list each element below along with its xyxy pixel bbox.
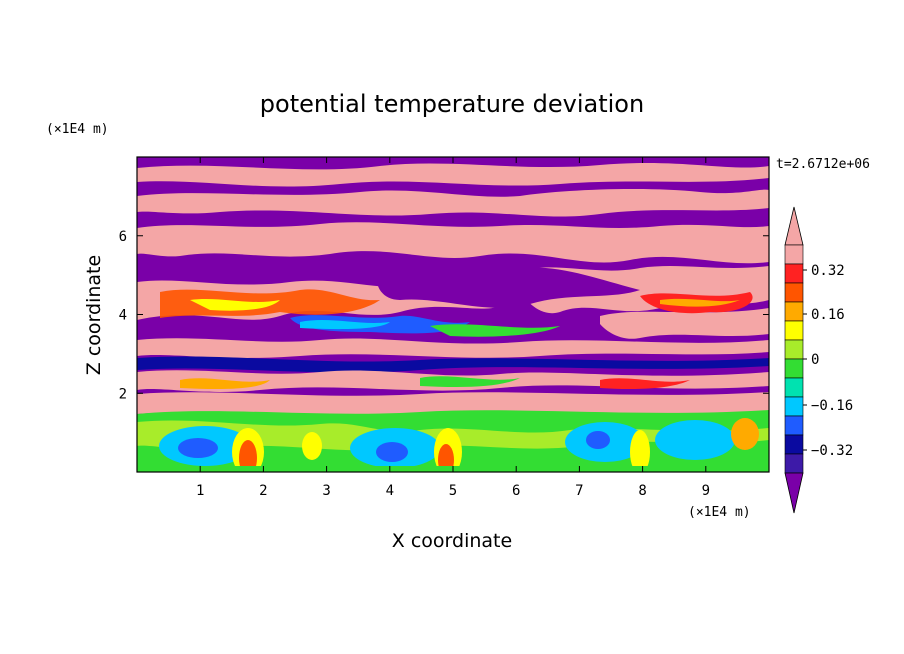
colorbar-tick-label: 0.32 [811,263,845,279]
colorbar-tick-label: −0.32 [811,443,853,459]
colorbar-swatch [784,263,804,284]
field-lower-layer [137,392,769,472]
x-tick-label: 5 [449,483,457,499]
colorbar-swatch [784,244,804,265]
colorbar-swatch [784,453,804,474]
colorbar-tick-label: −0.16 [811,398,853,414]
field-region [239,440,257,472]
x-tick-label: 8 [638,483,646,499]
plot-area [137,157,769,472]
field-region [302,432,322,460]
field-region [137,356,769,373]
field-turbulent-band [137,289,769,392]
x-tick-label: 2 [259,483,267,499]
colorbar-swatch [784,415,804,436]
field-region [430,324,560,337]
x-tick-label: 9 [702,483,710,499]
field-region [137,392,769,416]
colorbar-swatch [784,301,804,322]
colorbar-swatch [784,358,804,379]
y-unit-label: (×1E4 m) [46,122,109,137]
y-tick-label: 4 [119,308,127,324]
y-axis-label: Z coordinate [83,255,105,375]
field-region [376,442,408,462]
field-region [190,299,280,311]
colorbar-swatch [784,282,804,303]
field-region [586,431,610,449]
y-axis: 2 4 6 [119,229,769,402]
x-tick-label: 6 [512,483,520,499]
field-region [630,430,650,472]
colorbar-swatch [784,396,804,417]
x-tick-label: 1 [196,483,204,499]
field-region [600,378,690,390]
field-region [180,378,270,390]
field-region [731,418,759,450]
colorbar-swatch [784,320,804,341]
time-label: t=2.6712e+06 [776,157,870,172]
field-region [300,320,390,330]
colorbar-swatch [784,434,804,455]
x-tick-label: 7 [575,483,583,499]
x-unit-label: (×1E4 m) [688,505,751,520]
colorbar-swatch [784,377,804,398]
y-tick-label: 6 [119,229,127,245]
field-region [137,338,769,358]
field-region [438,444,454,472]
colorbar-extend-high [784,206,804,246]
field-upper-layers [137,162,769,339]
field-region [137,189,769,217]
colorbar-tick-label: 0.16 [811,307,845,323]
field-region [178,438,218,458]
colorbar-swatch [784,339,804,360]
field-region [137,222,769,264]
chart-title: potential temperature deviation [260,90,644,118]
y-tick-label: 2 [119,386,127,402]
x-tick-label: 3 [322,483,330,499]
field-region [420,376,520,388]
x-axis: 1 2 3 4 5 6 7 8 9 [196,157,710,499]
field-region [655,420,735,460]
colorbar-tick-label: 0 [811,352,819,368]
field-region [660,298,740,307]
x-axis-label: X coordinate [392,530,512,552]
field-region [376,265,640,308]
colorbar: 0.32 0.16 0 −0.16 −0.32 [784,206,853,514]
x-tick-label: 4 [386,483,394,499]
colorbar-extend-low [784,472,804,514]
field-region [600,308,769,339]
field-region [137,162,769,187]
